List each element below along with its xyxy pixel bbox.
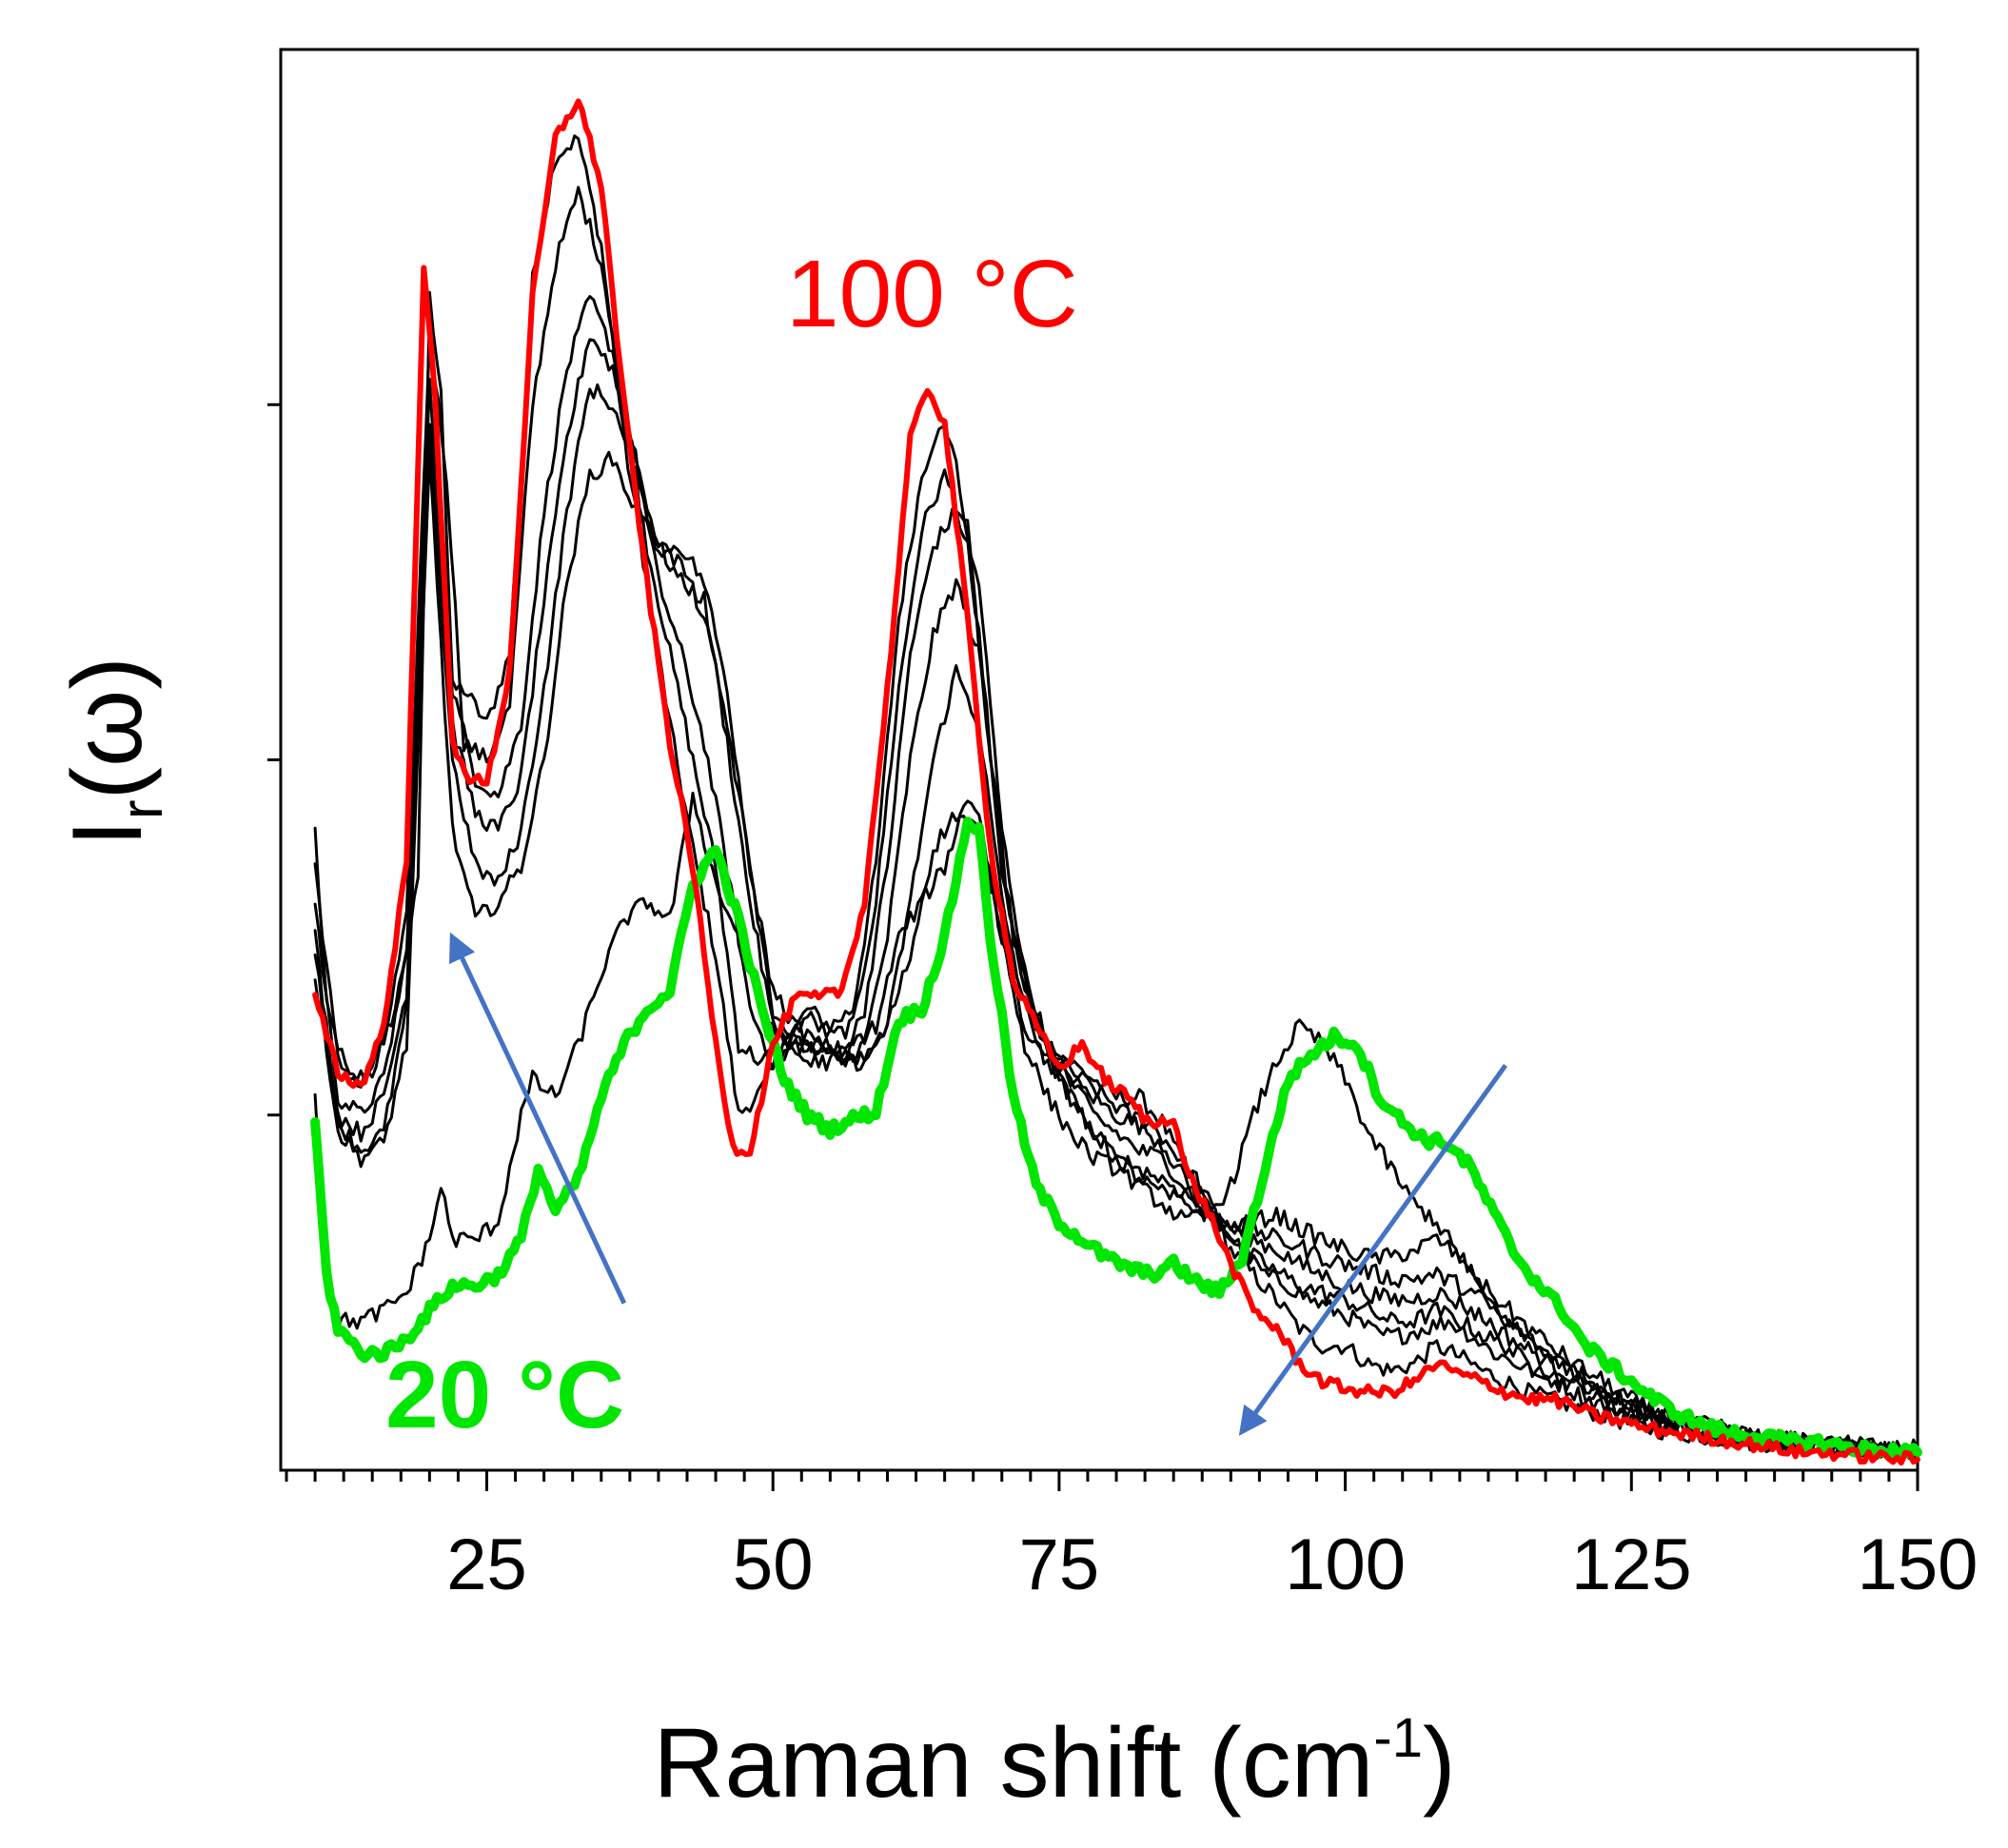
annotation-100c: 100 °C (786, 241, 1078, 347)
series-line-5 (313, 295, 1919, 1462)
high-frequency-arrow (1238, 1064, 1508, 1436)
y-axis-title-main: I (52, 819, 163, 847)
x-tick-label: 50 (733, 1524, 814, 1605)
x-axis-title-main: Raman shift (cm (653, 1708, 1373, 1819)
y-axis-title-rest: (ω) (52, 657, 163, 799)
series-line-1 (312, 98, 1920, 1466)
y-axis-title-subscript: r (109, 799, 175, 819)
x-tick-label: 150 (1858, 1524, 1978, 1605)
low-frequency-arrow (449, 932, 627, 1305)
tick-label-layer: 25 50 75 100 125 150 (446, 1524, 1978, 1605)
annotation-20c: 20 °C (385, 1342, 624, 1448)
x-tick-label: 100 (1285, 1524, 1406, 1605)
x-tick-label: 125 (1571, 1524, 1692, 1605)
tick-layer (267, 403, 1919, 1491)
x-tick-label: 75 (1019, 1524, 1100, 1605)
x-axis-title-superscript: -1 (1373, 1707, 1423, 1769)
y-axis-title: Ir(ω) (52, 657, 175, 847)
arrow-layer (449, 932, 1508, 1436)
series-line-2 (310, 816, 1922, 1461)
series-line-7 (313, 383, 1919, 1462)
x-axis-title-close: ) (1423, 1708, 1456, 1819)
x-axis-title: Raman shift (cm-1) (653, 1707, 1455, 1819)
x-tick-label: 25 (446, 1524, 527, 1605)
series-layer (310, 98, 1922, 1466)
series-line-6 (313, 338, 1919, 1462)
series-line-9 (313, 791, 1919, 1456)
